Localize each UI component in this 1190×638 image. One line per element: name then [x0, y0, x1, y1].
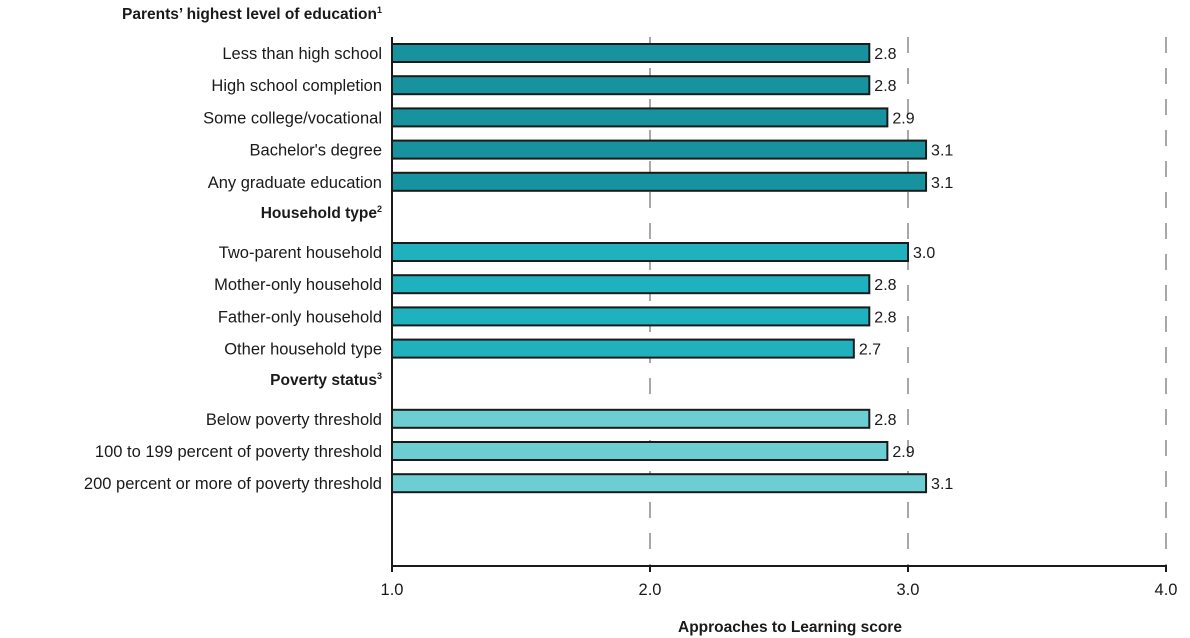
- x-axis-title: Approaches to Learning score: [678, 619, 902, 636]
- section-footnote-marker: 3: [377, 371, 382, 381]
- category-label: Other household type: [224, 341, 382, 359]
- category-label: 100 to 199 percent of poverty threshold: [95, 443, 382, 461]
- value-label: 2.8: [874, 309, 896, 326]
- tick-label-0: 1.0: [381, 581, 404, 599]
- bar-0-0: [391, 43, 871, 63]
- value-label: 2.7: [859, 342, 881, 359]
- bar-2-2: [391, 473, 928, 494]
- category-label: Father-only household: [218, 308, 382, 326]
- section-title-text: Household type: [261, 205, 378, 222]
- category-label: 200 percent or more of poverty threshold: [84, 475, 382, 493]
- category-label: Less than high school: [222, 45, 382, 63]
- bar-1-2: [391, 306, 871, 327]
- category-label: Any graduate education: [208, 174, 382, 192]
- section-footnote-marker: 1: [377, 5, 382, 15]
- tick-label-2: 3.0: [897, 581, 920, 599]
- bar-2-1: [391, 441, 889, 461]
- value-label: 3.1: [931, 476, 953, 493]
- value-label: 2.8: [874, 412, 896, 429]
- x-axis-ticks: 1.0 2.0 3.0 4.0: [381, 566, 1178, 599]
- bar-0-1: [391, 75, 871, 96]
- value-label: 2.8: [874, 78, 896, 95]
- bar-0-2: [391, 107, 889, 128]
- section-title-0: Parents’ highest level of education1: [122, 5, 382, 23]
- category-label: Mother-only household: [214, 276, 382, 294]
- section-footnote-marker: 2: [377, 204, 382, 214]
- bars-layer: [391, 43, 928, 494]
- value-label: 2.8: [874, 46, 896, 63]
- bar-2-0: [391, 408, 871, 429]
- value-label: 3.1: [931, 175, 953, 192]
- category-label: Below poverty threshold: [206, 411, 382, 429]
- bar-0-4: [391, 171, 928, 192]
- category-label: Some college/vocational: [203, 109, 382, 127]
- category-label: Two-parent household: [219, 244, 382, 262]
- value-label: 2.8: [874, 277, 896, 294]
- bar-1-1: [391, 274, 871, 295]
- section-title-1: Household type2: [261, 204, 382, 222]
- section-title-text: Poverty status: [270, 372, 377, 389]
- value-label: 2.9: [892, 110, 914, 127]
- category-label: High school completion: [211, 77, 382, 95]
- bar-0-3: [391, 139, 928, 160]
- bar-1-3: [391, 338, 855, 359]
- value-label: 3.0: [913, 245, 935, 262]
- value-label: 3.1: [931, 143, 953, 160]
- section-title-text: Parents’ highest level of education: [122, 6, 377, 23]
- tick-label-3: 4.0: [1155, 581, 1178, 599]
- section-title-2: Poverty status3: [270, 371, 382, 389]
- category-label: Bachelor's degree: [250, 142, 382, 160]
- labels-layer: Parents’ highest level of education1 Less…: [84, 5, 953, 493]
- tick-label-1: 2.0: [639, 581, 662, 599]
- bar-1-0: [391, 242, 909, 262]
- value-label: 2.9: [892, 444, 914, 461]
